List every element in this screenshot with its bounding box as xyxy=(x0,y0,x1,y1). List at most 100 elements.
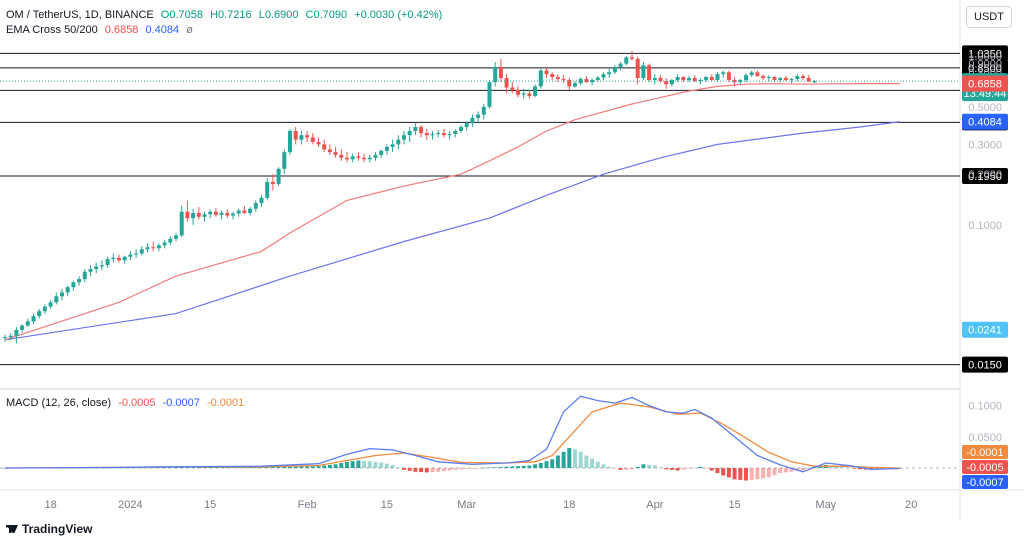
candle-body xyxy=(384,146,389,151)
candle-body xyxy=(436,133,441,135)
macd-hist-bar xyxy=(464,468,469,469)
macd-hist-bar xyxy=(521,465,526,469)
candle-body xyxy=(145,247,150,250)
candle-body xyxy=(213,211,218,215)
macd-hist-bar xyxy=(897,468,902,469)
macd-hist-bar xyxy=(208,467,213,469)
candle-body xyxy=(65,287,70,293)
macd-hist-bar xyxy=(196,467,201,469)
macd-hist-bar xyxy=(772,468,777,476)
candle-body xyxy=(595,77,600,81)
macd-hist-bar xyxy=(755,468,760,480)
macd-axis: 0.1000 0.0500 xyxy=(968,401,1002,444)
ema-label[interactable]: EMA Cross 50/200 xyxy=(6,24,98,36)
candle-body xyxy=(37,311,42,317)
macd-hist-bar xyxy=(139,467,144,469)
candle-body xyxy=(766,77,771,79)
macd-hist-bar xyxy=(846,468,851,469)
candle-body xyxy=(134,253,139,255)
candle-body xyxy=(208,211,213,215)
price-tag-label: 0.6858 xyxy=(968,79,1002,91)
candle-body xyxy=(191,212,196,219)
candle-body xyxy=(533,86,538,96)
candle-body xyxy=(310,137,315,142)
candle-body xyxy=(105,259,110,266)
macd-hist-bar xyxy=(510,466,515,469)
candle-body xyxy=(453,130,458,135)
macd-lines xyxy=(4,395,900,473)
candle-body xyxy=(242,210,247,213)
macd-hist-bar xyxy=(151,467,156,469)
tradingview-watermark[interactable]: TradingView xyxy=(6,522,92,536)
macd-hist-bar xyxy=(498,467,503,469)
macd-hist-bar xyxy=(527,465,532,469)
macd-hist-bar xyxy=(322,465,327,469)
price-tick-label: 0.2000 xyxy=(968,169,1002,181)
price-tag-label: 0.4084 xyxy=(968,117,1002,129)
time-tick-label: 18 xyxy=(44,499,56,511)
candle-body xyxy=(82,271,87,280)
candle-body xyxy=(726,72,731,81)
candle-body xyxy=(704,77,709,81)
macd-hist-bar xyxy=(213,467,218,469)
candle-body xyxy=(658,78,663,82)
macd-hist-bar xyxy=(766,468,771,478)
macd-hist-bar xyxy=(761,468,766,479)
macd-hist-bar xyxy=(310,466,315,469)
macd-hist-bar xyxy=(516,466,520,469)
candle-body xyxy=(709,77,714,81)
macd-hist-bar xyxy=(738,468,743,480)
price-tick-label: 0.1000 xyxy=(968,220,1002,232)
macd-hist-bar xyxy=(715,468,720,474)
macd-hist-bar xyxy=(783,468,788,473)
candle-body xyxy=(624,57,629,64)
macd-hist-bar xyxy=(726,468,731,478)
macd-hist-bar xyxy=(379,462,384,469)
level-tag xyxy=(962,45,1008,62)
macd-hist-bar xyxy=(721,468,726,476)
macd-hist-bar xyxy=(493,467,498,469)
macd-hist-bar xyxy=(339,463,344,469)
macd-hist-bar xyxy=(852,468,857,469)
candle-body xyxy=(288,130,292,153)
macd-tick-label: 0.0500 xyxy=(968,432,1002,444)
macd-label[interactable]: MACD (12, 26, close) xyxy=(6,397,112,409)
macd-hist-bar xyxy=(476,468,481,469)
macd-hist-bar xyxy=(658,467,663,469)
macd-hist-bar xyxy=(253,467,258,469)
macd-hist-bar xyxy=(789,468,794,472)
candle-body xyxy=(801,76,805,79)
candle-body xyxy=(379,150,384,155)
macd-hist-bar xyxy=(561,451,566,469)
candle-body xyxy=(156,245,161,249)
candle-body xyxy=(276,168,281,185)
candles xyxy=(3,50,817,344)
currency-unit-button[interactable]: USDT xyxy=(966,6,1012,28)
candle-body xyxy=(721,72,726,75)
symbol-title[interactable]: OM / TetherUS, 1D, BINANCE xyxy=(6,9,154,21)
macd-legend: MACD (12, 26, close) -0.0005 -0.0007 -0.… xyxy=(6,397,248,409)
macd-hist-bar xyxy=(601,464,606,469)
candle-body xyxy=(607,72,612,75)
macd-signal-path xyxy=(4,402,900,469)
ema50-line xyxy=(4,83,900,341)
candle-body xyxy=(322,144,327,150)
candle-body xyxy=(618,63,623,67)
time-tick-label: Mar xyxy=(457,499,476,511)
macd-hist-bar xyxy=(635,466,640,469)
level-tag xyxy=(962,59,1008,76)
macd-hist-bar xyxy=(345,461,349,469)
candle-body xyxy=(641,65,646,79)
close-value: C0.7090 xyxy=(305,9,348,21)
price-tag xyxy=(962,75,1008,92)
macd-hist-bar xyxy=(669,468,674,470)
candle-body xyxy=(692,78,697,82)
macd-hist-bar xyxy=(390,464,395,469)
candle-body xyxy=(732,80,737,83)
macd-hist-bar xyxy=(590,458,595,469)
macd-hist-bar xyxy=(356,460,361,469)
candle-body xyxy=(612,66,617,73)
price-tick-label: 0.3000 xyxy=(968,139,1002,151)
macd-hist-bar xyxy=(835,466,840,469)
